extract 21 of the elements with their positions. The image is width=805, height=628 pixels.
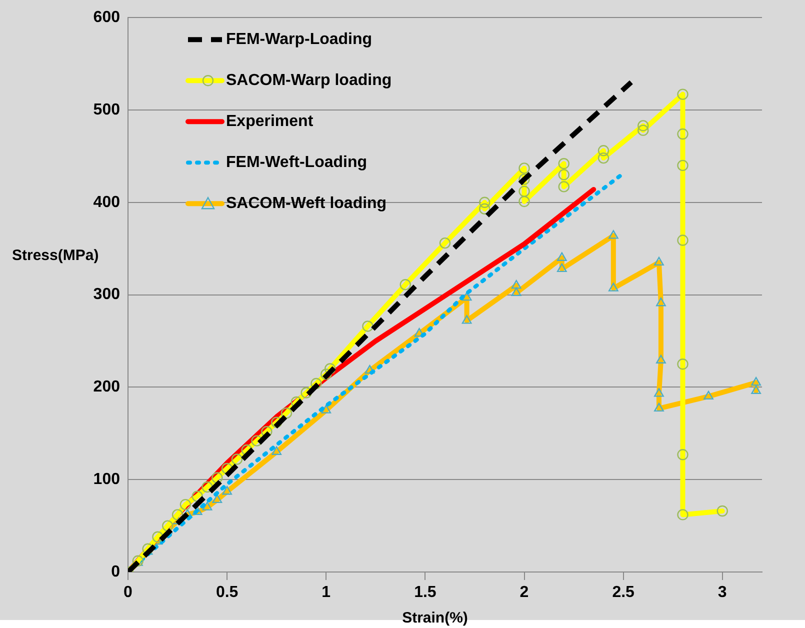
y-tick-label: 400 xyxy=(93,194,120,211)
y-tick-label: 100 xyxy=(93,471,120,488)
x-tick-label: 1.5 xyxy=(414,584,436,602)
y-tick-label: 500 xyxy=(93,101,120,118)
x-tick-label: 0 xyxy=(124,584,133,602)
x-axis-title: Strain(%) xyxy=(402,610,468,627)
legend-label: SACOM-Weft loading xyxy=(226,195,387,212)
x-tick-label: 0.5 xyxy=(216,584,238,602)
legend-label: FEM-Weft-Loading xyxy=(226,154,368,172)
legend-label: Experiment xyxy=(226,113,314,130)
y-tick-label: 300 xyxy=(93,286,120,304)
x-tick-label: 1 xyxy=(322,584,331,602)
x-tick-label: 3 xyxy=(718,584,727,602)
y-tick-label: 600 xyxy=(93,9,120,26)
legend-label: SACOM-Warp loading xyxy=(226,72,392,90)
y-axis-title: Stress(MPa) xyxy=(12,247,99,264)
legend-label: FEM-Warp-Loading xyxy=(226,31,372,48)
y-tick-label: 0 xyxy=(111,563,120,580)
x-tick-label: 2.5 xyxy=(612,584,635,602)
x-tick-label: 2 xyxy=(520,584,529,602)
y-tick-label: 200 xyxy=(93,378,120,396)
